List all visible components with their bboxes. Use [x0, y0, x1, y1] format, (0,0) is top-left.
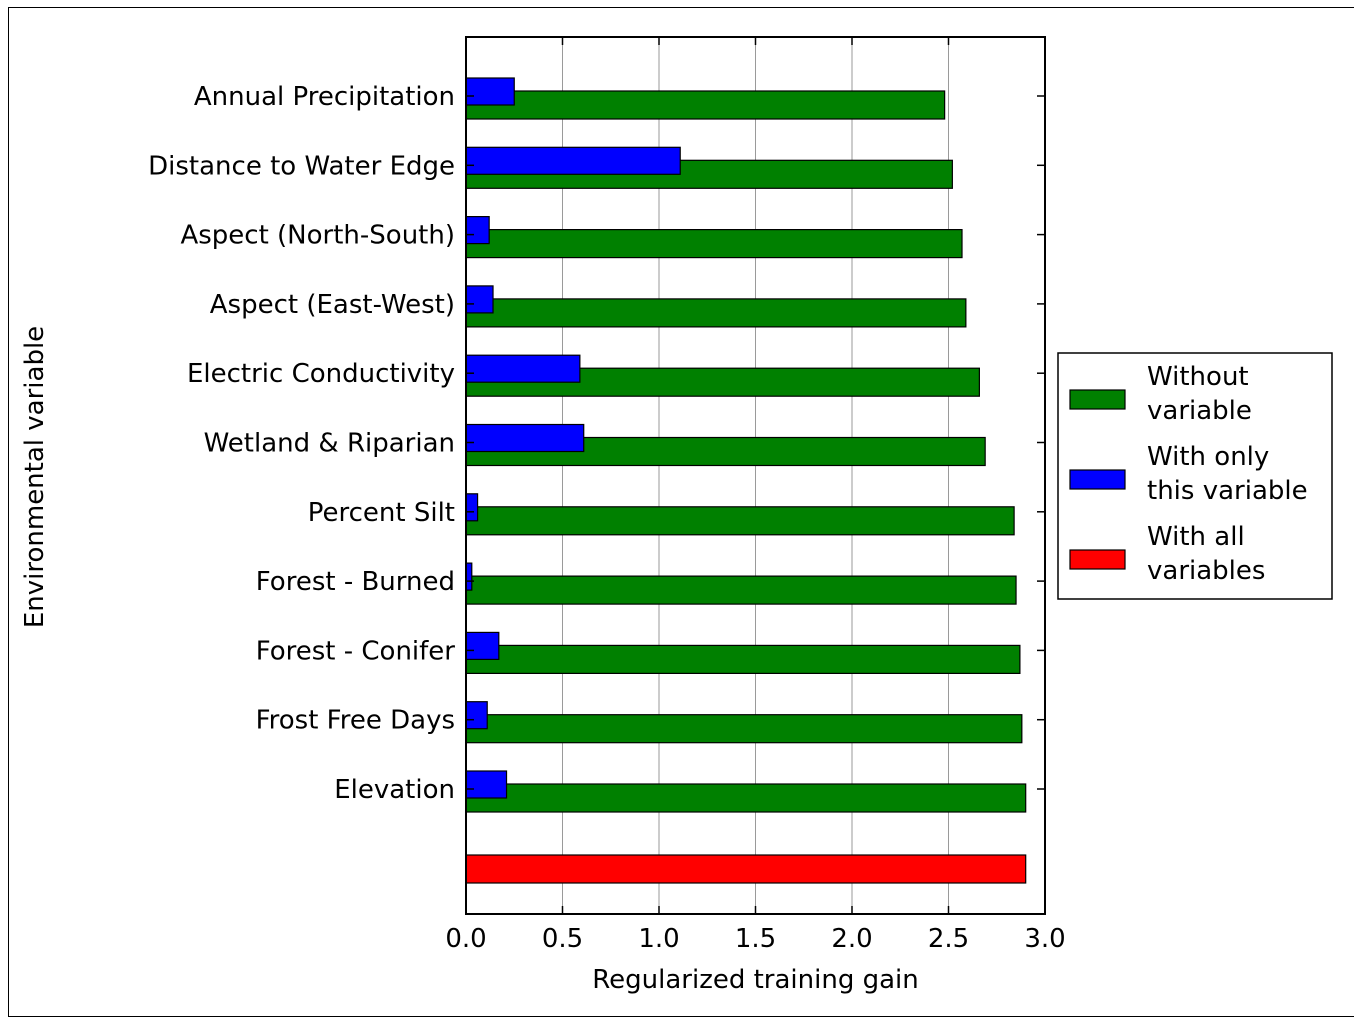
y-axis-label: Environmental variable	[20, 326, 50, 628]
bar-with-only-variable	[465, 701, 488, 730]
x-tick-label: 2.0	[831, 924, 872, 954]
category-label: Forest - Conifer	[256, 636, 456, 666]
category-label: Electric Conductivity	[187, 359, 455, 389]
x-tick-label: 0.0	[445, 924, 486, 954]
bar-with-only-variable	[465, 493, 479, 522]
category-label: Distance to Water Edge	[148, 151, 455, 181]
category-label: Frost Free Days	[256, 706, 455, 736]
ticks	[465, 37, 1046, 914]
bar-without-variable	[465, 783, 1027, 813]
legend-label-line1: With only	[1147, 442, 1269, 472]
x-axis-label: Regularized training gain	[592, 965, 919, 995]
legend-swatch	[1069, 469, 1126, 490]
category-label: Annual Precipitation	[194, 82, 455, 112]
bar-with-all-variables	[465, 854, 1027, 884]
x-tick-label: 3.0	[1024, 924, 1065, 954]
bar-with-only-variable	[465, 631, 500, 661]
x-tick-label: 1.0	[638, 924, 679, 954]
legend-label-line1: Without	[1147, 362, 1249, 392]
legend-swatch	[1069, 389, 1126, 410]
legend: Without variable With only this variable Wit…	[1057, 352, 1333, 600]
legend-label-line2: variables	[1147, 556, 1265, 586]
bar-without-variable	[465, 90, 946, 120]
x-tick-label: 0.5	[542, 924, 583, 954]
bars	[465, 77, 1027, 884]
category-label: Aspect (North-South)	[180, 221, 455, 251]
bar-with-only-variable	[465, 354, 581, 383]
legend-label-line2: variable	[1147, 396, 1252, 426]
bar-with-only-variable	[465, 146, 681, 175]
category-label: Wetland & Riparian	[204, 429, 455, 459]
legend-label-line1: With all	[1147, 522, 1245, 552]
x-tick-label: 2.5	[928, 924, 969, 954]
bar-with-only-variable	[465, 216, 490, 245]
bar-with-only-variable	[465, 285, 494, 314]
x-tick-label: 1.5	[735, 924, 776, 954]
labels: 0.0 0.5 1.0 1.5 2.0 2.5 3.0 Annual Precipitatio…	[148, 82, 1066, 954]
category-label: Percent Silt	[308, 498, 455, 528]
bar-with-only-variable	[465, 423, 585, 453]
bar-without-variable	[465, 229, 963, 259]
bar-without-variable	[465, 506, 1015, 536]
bar-with-only-variable	[465, 770, 508, 799]
bar-without-variable	[465, 298, 967, 328]
legend-swatch	[1069, 549, 1126, 570]
bar-without-variable	[465, 644, 1021, 675]
bar-without-variable	[465, 575, 1017, 605]
bar-with-only-variable	[465, 77, 515, 106]
category-label: Aspect (East-West)	[210, 290, 455, 320]
category-label: Elevation	[334, 775, 455, 805]
category-label: Forest - Burned	[256, 567, 455, 597]
bar-without-variable	[465, 714, 1023, 744]
legend-label-line2: this variable	[1147, 476, 1308, 506]
